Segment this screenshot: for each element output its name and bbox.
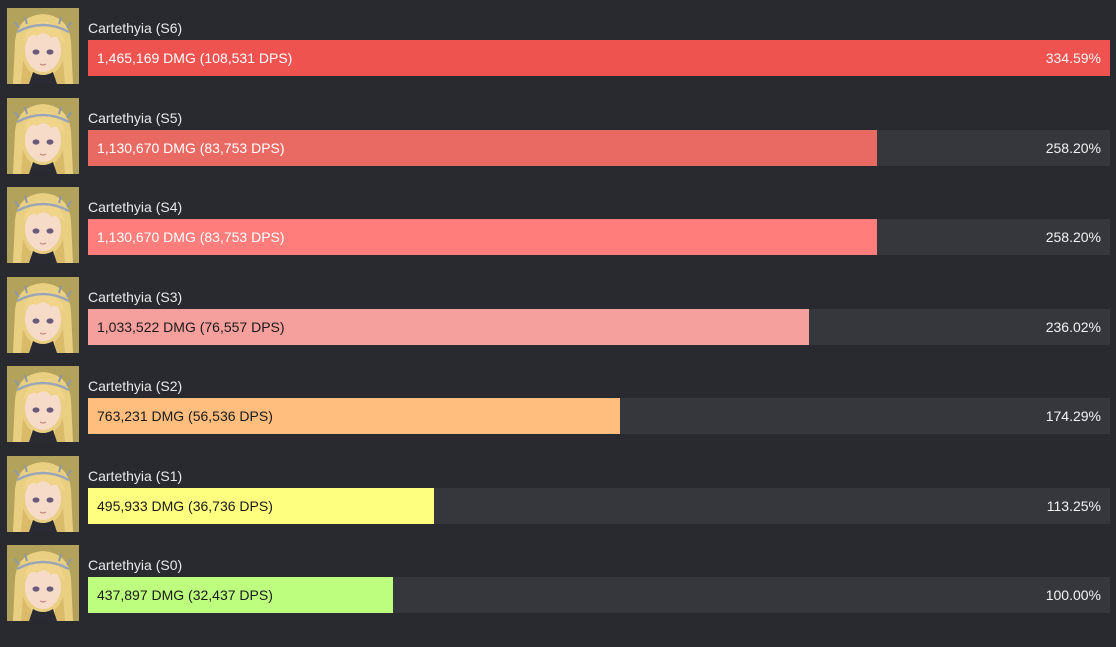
chart-row: Cartethyia (S1) 495,933 DMG (36,736 DPS) 1… bbox=[0, 456, 1116, 532]
percent-label: 258.20% bbox=[1045, 140, 1101, 156]
bar-track: 1,465,169 DMG (108,531 DPS) 334.59% bbox=[88, 40, 1110, 76]
bar bbox=[88, 130, 877, 166]
category-label: Cartethyia (S4) bbox=[88, 199, 183, 215]
bar-track: 495,933 DMG (36,736 DPS) 113.25% bbox=[88, 488, 1110, 524]
bar bbox=[88, 40, 1110, 76]
bar bbox=[88, 577, 393, 613]
category-label: Cartethyia (S1) bbox=[88, 468, 183, 484]
category-label: Cartethyia (S0) bbox=[88, 557, 183, 573]
bar-track: 763,231 DMG (56,536 DPS) 174.29% bbox=[88, 398, 1110, 434]
bar-value-label: 1,033,522 DMG (76,557 DPS) bbox=[97, 319, 285, 335]
bar-track: 1,130,670 DMG (83,753 DPS) 258.20% bbox=[88, 130, 1110, 166]
category-label: Cartethyia (S3) bbox=[88, 289, 183, 305]
percent-label: 236.02% bbox=[1045, 319, 1101, 335]
character-portrait-icon bbox=[7, 8, 79, 84]
bar bbox=[88, 398, 620, 434]
category-label: Cartethyia (S6) bbox=[88, 20, 183, 36]
bar-value-label: 1,465,169 DMG (108,531 DPS) bbox=[97, 50, 293, 66]
percent-label: 334.59% bbox=[1045, 50, 1101, 66]
chart-row: Cartethyia (S3) 1,033,522 DMG (76,557 DPS… bbox=[0, 277, 1116, 353]
chart-row: Cartethyia (S6) 1,465,169 DMG (108,531 DP… bbox=[0, 8, 1116, 84]
percent-label: 100.00% bbox=[1045, 587, 1101, 603]
bar-value-label: 763,231 DMG (56,536 DPS) bbox=[97, 408, 273, 424]
bar-value-label: 1,130,670 DMG (83,753 DPS) bbox=[97, 140, 285, 156]
character-portrait-icon bbox=[7, 277, 79, 353]
character-portrait-icon bbox=[7, 98, 79, 174]
bar-value-label: 437,897 DMG (32,437 DPS) bbox=[97, 587, 273, 603]
bar-value-label: 495,933 DMG (36,736 DPS) bbox=[97, 498, 273, 514]
percent-label: 113.25% bbox=[1046, 498, 1101, 514]
character-portrait-icon bbox=[7, 366, 79, 442]
chart-row: Cartethyia (S0) 437,897 DMG (32,437 DPS) 1… bbox=[0, 545, 1116, 621]
chart-row: Cartethyia (S5) 1,130,670 DMG (83,753 DPS… bbox=[0, 98, 1116, 174]
chart-row: Cartethyia (S2) 763,231 DMG (56,536 DPS) 1… bbox=[0, 366, 1116, 442]
percent-label: 258.20% bbox=[1045, 229, 1101, 245]
character-portrait-icon bbox=[7, 545, 79, 621]
chart-row: Cartethyia (S4) 1,130,670 DMG (83,753 DPS… bbox=[0, 187, 1116, 263]
bar-track: 437,897 DMG (32,437 DPS) 100.00% bbox=[88, 577, 1110, 613]
bar-track: 1,033,522 DMG (76,557 DPS) 236.02% bbox=[88, 309, 1110, 345]
bar bbox=[88, 219, 877, 255]
bar-value-label: 1,130,670 DMG (83,753 DPS) bbox=[97, 229, 285, 245]
category-label: Cartethyia (S2) bbox=[88, 378, 183, 394]
character-portrait-icon bbox=[7, 456, 79, 532]
bar bbox=[88, 309, 809, 345]
bar-track: 1,130,670 DMG (83,753 DPS) 258.20% bbox=[88, 219, 1110, 255]
character-portrait-icon bbox=[7, 187, 79, 263]
category-label: Cartethyia (S5) bbox=[88, 110, 183, 126]
percent-label: 174.29% bbox=[1045, 408, 1101, 424]
bar bbox=[88, 488, 434, 524]
